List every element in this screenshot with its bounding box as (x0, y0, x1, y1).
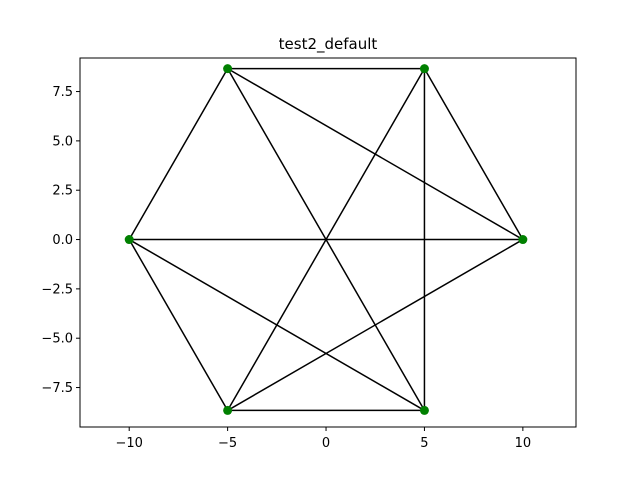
x-tick-label-0: −10 (115, 436, 142, 451)
y-tick-label-0: −7.5 (41, 381, 73, 396)
y-tick-label-3: 0.0 (52, 233, 73, 248)
y-tick-label-5: 5.0 (52, 134, 73, 149)
y-tick-label-2: −2.5 (41, 282, 73, 297)
edges-layer (128, 67, 524, 412)
nodes-layer (124, 64, 528, 415)
y-tick-label-6: 7.5 (52, 85, 73, 100)
y-tick-label-1: −5.0 (41, 332, 73, 347)
node-point-0 (223, 64, 233, 74)
x-tick-label-1: −5 (218, 436, 237, 451)
edge-line-8 (128, 239, 229, 411)
edge-line-9 (128, 238, 425, 412)
node-point-4 (223, 405, 233, 415)
plot-frame (79, 57, 577, 428)
edge-line-1 (128, 68, 229, 240)
x-tick-label-4: 10 (515, 436, 532, 451)
chart-title: test2_default (279, 35, 378, 54)
node-point-3 (518, 235, 528, 245)
edge-line-4 (423, 68, 524, 240)
y-tick-label-4: 2.5 (52, 184, 73, 199)
edge-line-10 (227, 238, 524, 412)
x-tick-label-3: 5 (420, 436, 428, 451)
node-point-2 (124, 235, 134, 245)
x-tick-label-2: 0 (322, 436, 330, 451)
x-axis: −10 −5 0 5 10 (115, 427, 531, 451)
node-point-5 (419, 405, 429, 415)
y-axis: −7.5 −5.0 −2.5 0.0 2.5 5.0 7.5 (41, 85, 80, 396)
node-point-1 (419, 64, 429, 74)
